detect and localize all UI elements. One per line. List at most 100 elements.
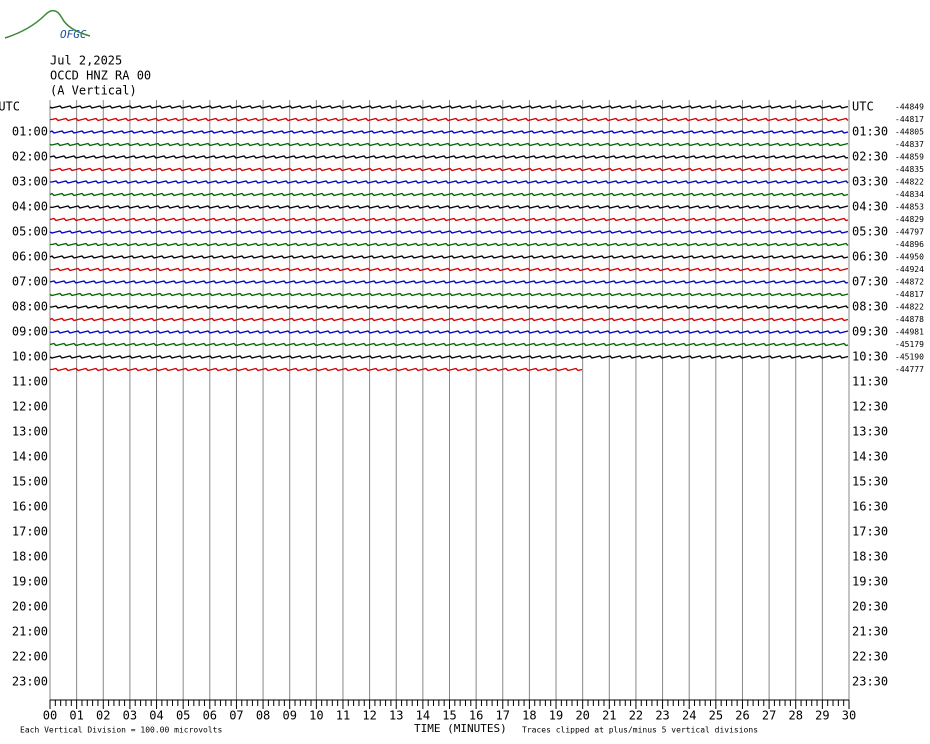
right-hour-label: 23:30 [852, 675, 888, 689]
right-hour-label: 09:30 [852, 325, 888, 339]
x-tick-label: 29 [815, 709, 829, 723]
x-tick-label: 05 [176, 709, 190, 723]
right-hour-label: UTC [852, 100, 874, 114]
trace-offset: -44835 [895, 165, 924, 174]
x-tick-label: 15 [442, 709, 456, 723]
trace [49, 217, 849, 222]
right-hour-label: 18:30 [852, 550, 888, 564]
right-hour-label: 07:30 [852, 275, 888, 289]
trace [49, 255, 849, 259]
trace [50, 180, 849, 184]
right-hour-label: 20:30 [852, 600, 888, 614]
x-tick-label: 00 [43, 709, 57, 723]
trace [49, 267, 849, 272]
right-hour-label: 12:30 [852, 400, 888, 414]
x-tick-label: 17 [496, 709, 510, 723]
trace [50, 367, 583, 372]
trace-offset: -44837 [895, 140, 924, 149]
left-hour-label: 13:00 [12, 425, 48, 439]
trace [49, 167, 849, 172]
x-tick-label: 24 [682, 709, 696, 723]
station: OCCD HNZ RA 00 [50, 69, 151, 83]
x-tick-label: 03 [123, 709, 137, 723]
right-hour-label: 06:30 [852, 250, 888, 264]
x-tick-label: 10 [309, 709, 323, 723]
x-tick-label: 06 [203, 709, 217, 723]
trace-offset: -44872 [895, 278, 924, 287]
right-hour-label: 10:30 [852, 350, 888, 364]
trace-offset: -44797 [895, 228, 924, 237]
clip-note: Traces clipped at plus/minus 5 vertical … [522, 726, 758, 735]
trace-offset: -44853 [895, 203, 924, 212]
trace-offset: -44859 [895, 153, 924, 162]
trace [49, 317, 849, 322]
trace [49, 330, 849, 334]
left-hour-label: 01:00 [12, 125, 48, 139]
trace [50, 117, 849, 122]
x-tick-label: 16 [469, 709, 483, 723]
x-tick-label: 12 [362, 709, 376, 723]
left-hour-label: 21:00 [12, 625, 48, 639]
x-tick-label: 14 [416, 709, 430, 723]
right-hour-label: 01:30 [852, 125, 888, 139]
left-hour-label: 04:00 [12, 200, 48, 214]
left-hour-label: 05:00 [12, 225, 48, 239]
right-hour-label: 02:30 [852, 150, 888, 164]
x-tick-label: 02 [96, 709, 110, 723]
left-hour-label: 11:00 [12, 375, 48, 389]
left-hour-label: UTC [0, 100, 20, 114]
left-hour-label: 23:00 [12, 675, 48, 689]
trace [49, 342, 849, 347]
trace [49, 355, 849, 359]
x-tick-label: 09 [282, 709, 296, 723]
component: (A Vertical) [50, 84, 137, 98]
trace-offset: -44817 [895, 290, 924, 299]
x-tick-label: 18 [522, 709, 536, 723]
x-tick-label: 19 [549, 709, 563, 723]
trace-offset: -45190 [895, 353, 924, 362]
left-hour-label: 02:00 [12, 150, 48, 164]
left-hour-label: 18:00 [12, 550, 48, 564]
x-tick-label: 20 [575, 709, 589, 723]
left-hour-label: 16:00 [12, 500, 48, 514]
right-hour-label: 19:30 [852, 575, 888, 589]
left-hour-label: 07:00 [12, 275, 48, 289]
trace-offset: -45179 [895, 340, 924, 349]
right-hour-label: 14:30 [852, 450, 888, 464]
x-tick-label: 01 [69, 709, 83, 723]
x-tick-label: 11 [336, 709, 350, 723]
x-tick-label: 08 [256, 709, 270, 723]
right-hour-label: 17:30 [852, 525, 888, 539]
x-axis-title: TIME (MINUTES) [414, 722, 507, 735]
trace [50, 305, 849, 309]
trace [49, 192, 849, 197]
x-tick-label: 28 [789, 709, 803, 723]
trace-offset: -44878 [895, 315, 924, 324]
right-hour-label: 03:30 [852, 175, 888, 189]
trace-offset: -44777 [895, 365, 924, 374]
left-hour-label: 08:00 [12, 300, 48, 314]
trace-offset: -44822 [895, 178, 924, 187]
right-hour-label: 11:30 [852, 375, 888, 389]
trace-offset: -44834 [895, 190, 924, 199]
left-hour-label: 12:00 [12, 400, 48, 414]
trace [49, 292, 849, 297]
left-hour-label: 03:00 [12, 175, 48, 189]
trace-offset: -44981 [895, 328, 924, 337]
right-hour-label: 05:30 [852, 225, 888, 239]
right-hour-label: 22:30 [852, 650, 888, 664]
x-tick-label: 07 [229, 709, 243, 723]
x-tick-label: 30 [842, 709, 856, 723]
trace [49, 130, 849, 134]
left-hour-label: 17:00 [12, 525, 48, 539]
trace-offset: -44896 [895, 240, 924, 249]
trace-offset: -44817 [895, 115, 924, 124]
trace-offset: -44950 [895, 253, 924, 262]
left-hour-label: 06:00 [12, 250, 48, 264]
x-tick-label: 26 [735, 709, 749, 723]
right-hour-label: 04:30 [852, 200, 888, 214]
trace [49, 142, 849, 147]
trace [49, 155, 849, 159]
left-hour-label: 19:00 [12, 575, 48, 589]
